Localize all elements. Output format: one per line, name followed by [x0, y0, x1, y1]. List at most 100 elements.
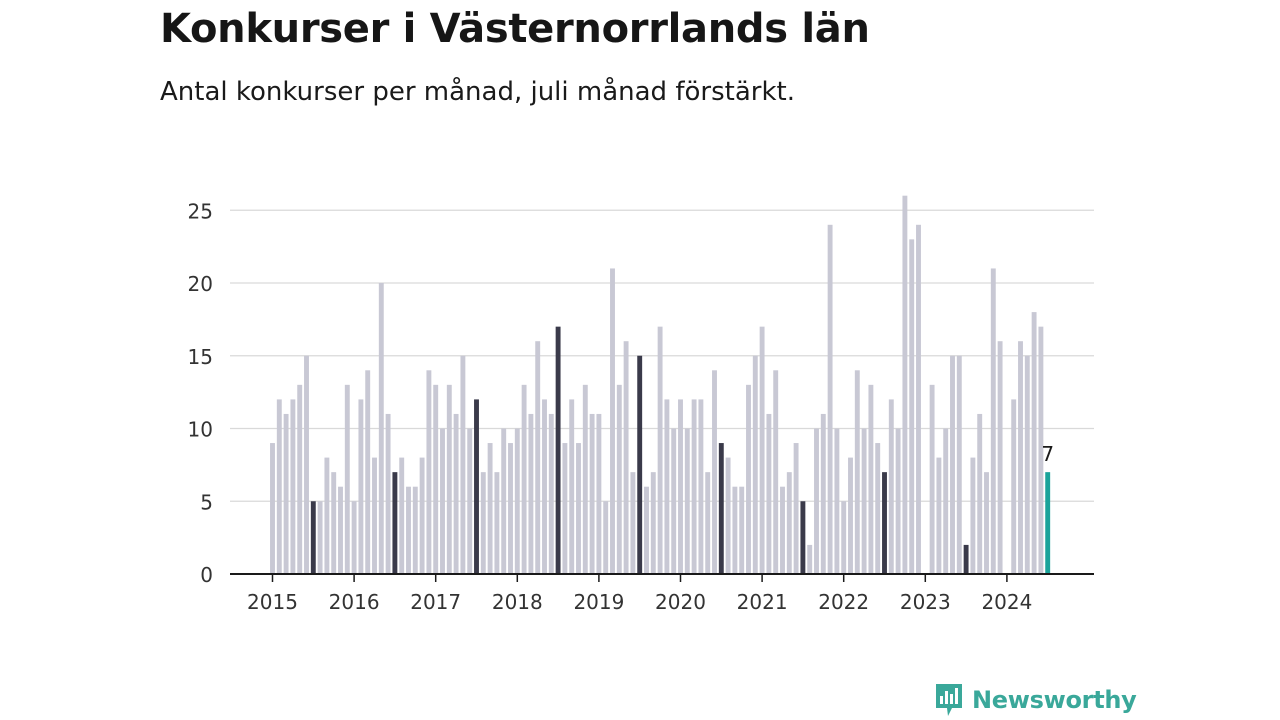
bar: [623, 341, 629, 574]
bar: [514, 428, 520, 574]
bar: [603, 501, 609, 574]
bar-latest: [1045, 472, 1051, 574]
bar: [610, 268, 615, 574]
bar: [297, 384, 303, 574]
y-tick-label: 15: [188, 345, 213, 369]
bar: [895, 428, 901, 574]
bar: [487, 443, 493, 574]
bar: [786, 472, 792, 574]
bar: [494, 472, 500, 574]
x-tick-label: 2019: [573, 590, 624, 614]
bar: [569, 399, 575, 574]
bar: [827, 224, 833, 575]
bar: [412, 486, 418, 574]
bar: [426, 370, 432, 574]
bar: [365, 370, 371, 574]
bar: [521, 384, 527, 574]
x-tick-label: 2022: [818, 590, 869, 614]
bar-july: [310, 501, 316, 574]
brand-name: Newsworthy: [972, 686, 1137, 714]
bar: [419, 457, 425, 574]
bar: [916, 224, 921, 575]
x-tick-label: 2023: [900, 590, 951, 614]
bar-july: [555, 326, 561, 574]
bar: [902, 195, 908, 574]
bar-july: [718, 443, 724, 574]
bar: [440, 428, 445, 574]
bar: [684, 428, 690, 574]
bar: [589, 413, 595, 574]
bar: [943, 428, 949, 574]
bar: [576, 443, 581, 574]
bar-july: [800, 501, 806, 574]
x-tick-label: 2020: [655, 590, 706, 614]
bar: [712, 370, 717, 574]
bar: [759, 326, 765, 574]
y-tick-label: 10: [188, 418, 213, 442]
bar: [378, 283, 384, 574]
x-tick-label: 2016: [329, 590, 380, 614]
bar: [358, 399, 364, 574]
bar: [528, 413, 534, 574]
bar: [338, 486, 343, 574]
bar: [270, 443, 275, 574]
bar: [1038, 326, 1044, 574]
bar: [977, 413, 983, 574]
bar: [460, 355, 466, 574]
y-tick-label: 0: [200, 563, 213, 587]
bar: [542, 399, 547, 574]
x-tick-label: 2015: [247, 590, 298, 614]
bar: [780, 486, 785, 574]
bar: [1011, 399, 1017, 574]
bar: [820, 413, 826, 574]
bar: [698, 399, 704, 574]
bar: [304, 355, 309, 574]
bar: [970, 457, 976, 574]
bar: [854, 370, 860, 574]
bar: [956, 355, 962, 574]
bar: [1024, 355, 1030, 574]
bar: [399, 457, 405, 574]
bar: [351, 501, 357, 574]
bar: [752, 355, 758, 574]
bar: [814, 428, 819, 574]
bar: [732, 486, 738, 574]
bar: [501, 428, 507, 574]
bar-july: [882, 472, 887, 574]
bar: [283, 413, 289, 574]
bar: [650, 472, 656, 574]
bar: [841, 501, 847, 574]
bar: [331, 472, 337, 574]
bar-july: [474, 399, 479, 574]
y-tick-label: 5: [200, 490, 213, 514]
bar: [344, 384, 350, 574]
bar: [562, 443, 568, 574]
x-tick-label: 2021: [737, 590, 788, 614]
bar: [929, 384, 935, 574]
bar: [453, 413, 459, 574]
x-tick-label: 2024: [981, 590, 1032, 614]
bar: [1031, 312, 1037, 574]
bar: [1018, 341, 1023, 574]
bar: [664, 399, 670, 574]
bar: [630, 472, 636, 574]
bar: [678, 399, 683, 574]
bar: [657, 326, 663, 574]
bar: [997, 341, 1003, 574]
bar: [480, 472, 486, 574]
bar: [372, 457, 377, 574]
bar: [290, 399, 296, 574]
bar: [317, 501, 323, 574]
bar: [746, 384, 751, 574]
bar: [535, 341, 541, 574]
bar-july: [392, 472, 398, 574]
bar: [616, 384, 622, 574]
bar: [834, 428, 840, 574]
newsworthy-logo[interactable]: Newsworthy: [934, 682, 1137, 718]
bar: [766, 413, 772, 574]
bar: [548, 413, 554, 574]
bar-july: [637, 355, 643, 574]
bar: [691, 399, 697, 574]
bar: [596, 413, 602, 574]
y-tick-label: 20: [188, 272, 213, 296]
